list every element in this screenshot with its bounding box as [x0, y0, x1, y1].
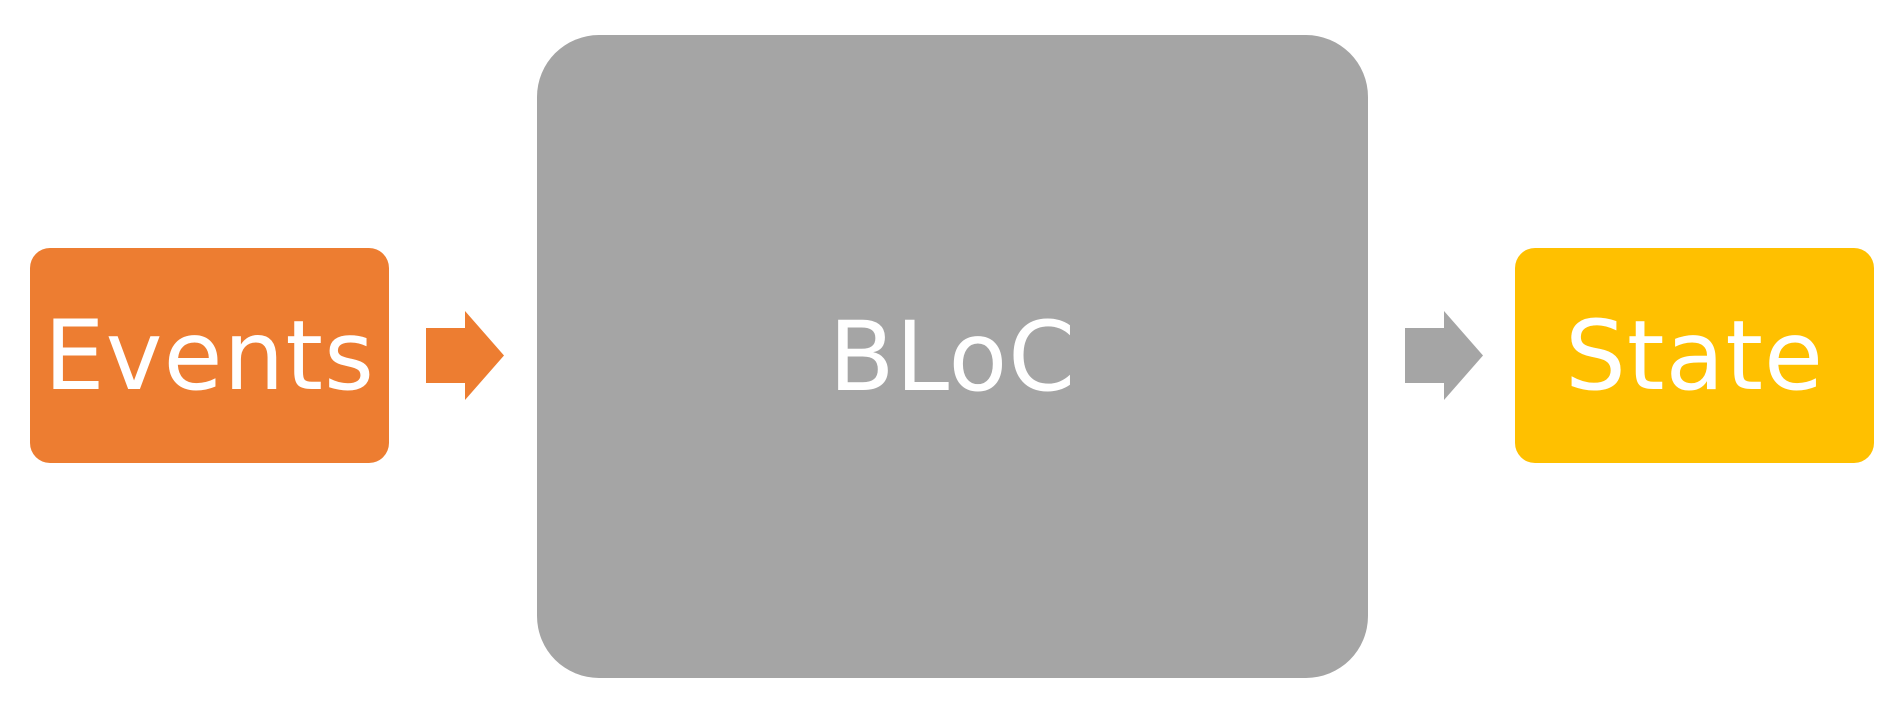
arrow-right-icon	[1405, 311, 1483, 400]
events-label: Events	[43, 299, 376, 412]
arrow-right-icon	[426, 311, 504, 400]
state-label: State	[1564, 299, 1825, 412]
events-node: Events	[30, 248, 389, 463]
bloc-to-state-arrow	[1405, 311, 1483, 400]
bloc-node: BLoC	[537, 35, 1368, 678]
state-node: State	[1515, 248, 1874, 463]
bloc-label: BLoC	[828, 300, 1077, 413]
events-to-bloc-arrow	[426, 311, 504, 400]
